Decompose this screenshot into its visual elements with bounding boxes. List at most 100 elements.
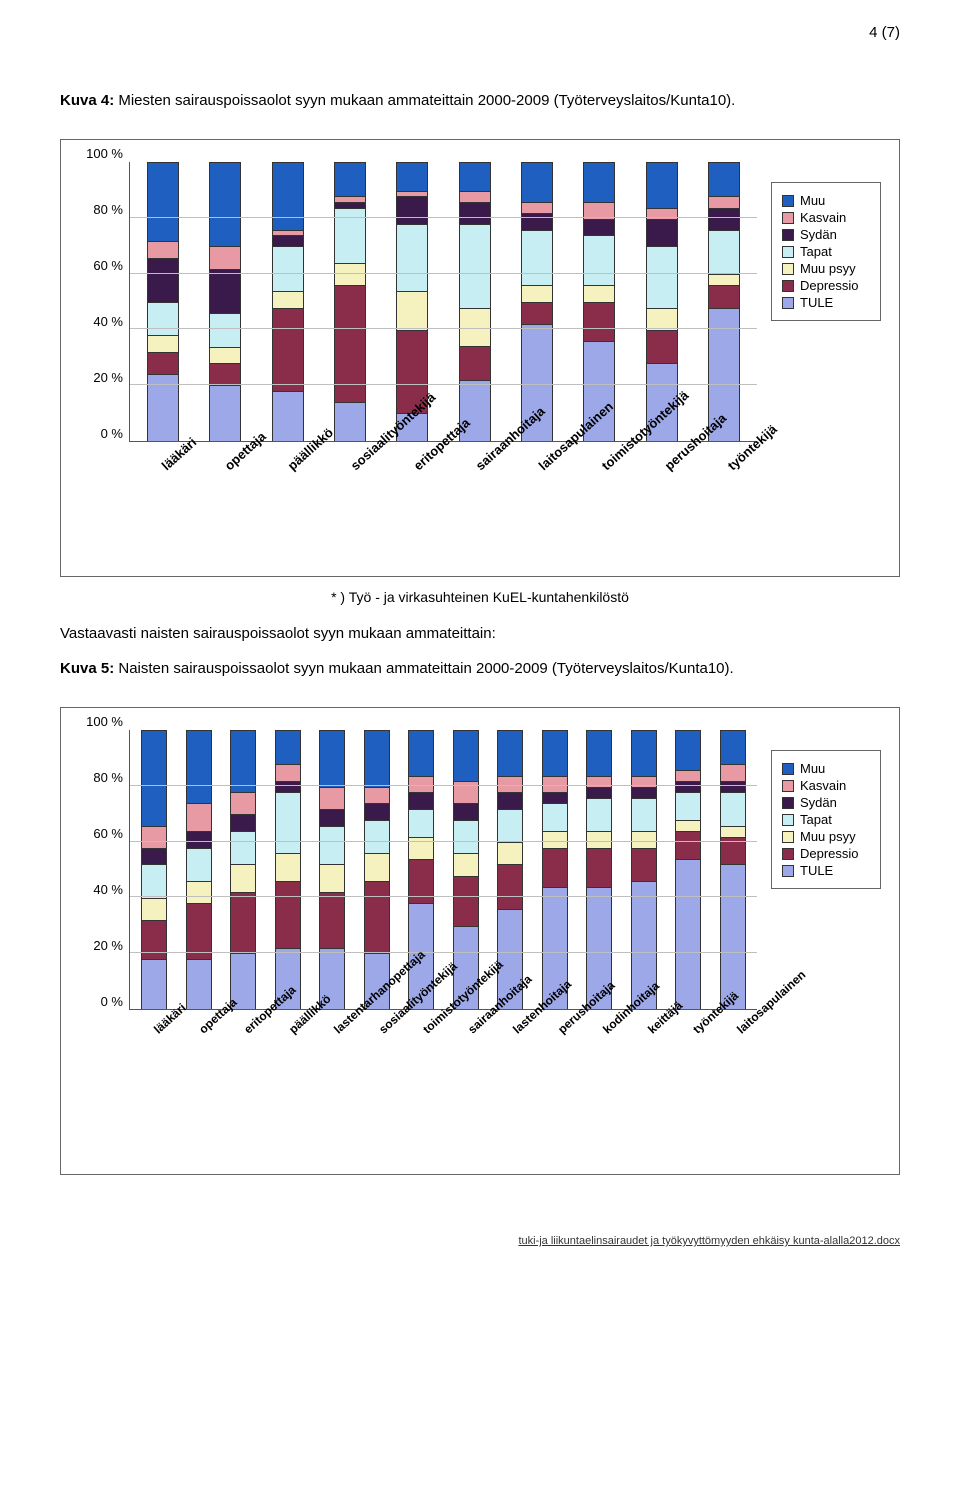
bar: [459, 162, 491, 441]
bar-segment: [676, 859, 700, 1009]
bar-segment: [273, 308, 303, 391]
bar-segment: [647, 219, 677, 247]
chart2-caption: Kuva 5: Naisten sairauspoissaolot syyn m…: [60, 658, 900, 679]
legend-item: Kasvain: [782, 778, 870, 793]
bar-segment: [587, 848, 611, 887]
bar-segment: [409, 731, 433, 775]
legend-swatch: [782, 297, 794, 309]
bar-segment: [276, 764, 300, 781]
legend-label: Tapat: [800, 812, 832, 827]
legend-label: TULE: [800, 863, 833, 878]
chart1-caption-rest: Miesten sairauspoissaolot syyn mukaan am…: [114, 92, 735, 109]
chart2-legend: MuuKasvainSydänTapatMuu psyyDepressioTUL…: [771, 750, 881, 889]
legend-label: Muu psyy: [800, 261, 856, 276]
bar-segment: [543, 848, 567, 887]
bar-segment: [320, 731, 344, 787]
bar-segment: [187, 881, 211, 903]
bar-segment: [584, 219, 614, 236]
bar-segment: [273, 246, 303, 290]
bar-segment: [276, 792, 300, 853]
grid-line: [130, 952, 757, 953]
legend-item: Tapat: [782, 244, 870, 259]
bar-segment: [409, 809, 433, 837]
chart1-caption-bold: Kuva 4:: [60, 92, 114, 109]
bar-segment: [522, 285, 552, 302]
legend-label: Muu psyy: [800, 829, 856, 844]
bar-segment: [632, 831, 656, 848]
bar-segment: [721, 764, 745, 781]
grid-line: [130, 384, 757, 385]
bar-segment: [187, 803, 211, 831]
bar-segment: [142, 959, 166, 1009]
footer-filename: tuki-ja liikuntaelinsairaudet ja työkyvy…: [60, 1235, 900, 1247]
legend-item: Sydän: [782, 227, 870, 242]
bar-segment: [148, 163, 178, 241]
bar-segment: [320, 809, 344, 826]
bar-segment: [587, 787, 611, 798]
bar-segment: [522, 230, 552, 286]
bar: [631, 730, 657, 1009]
bar-segment: [709, 163, 739, 196]
bar-segment: [454, 803, 478, 820]
bar-segment: [231, 814, 255, 831]
legend-swatch: [782, 831, 794, 843]
bar-segment: [647, 330, 677, 363]
legend-swatch: [782, 780, 794, 792]
legend-item: Muu psyy: [782, 829, 870, 844]
bar-segment: [335, 263, 365, 285]
bar-segment: [676, 820, 700, 831]
bar-segment: [522, 202, 552, 213]
bar-segment: [210, 269, 240, 313]
bar-segment: [632, 848, 656, 881]
footnote-text: Työ - ja virkasuhteinen KuEL-kuntahenkil…: [349, 589, 629, 605]
bar-segment: [522, 213, 552, 230]
grid-line: [130, 217, 757, 218]
bar-segment: [460, 224, 490, 307]
bar-segment: [142, 864, 166, 897]
legend-label: Muu: [800, 193, 825, 208]
bar-segment: [676, 831, 700, 859]
bar-segment: [210, 313, 240, 346]
bar-segment: [231, 731, 255, 792]
legend-label: Tapat: [800, 244, 832, 259]
inter-text: Vastaavasti naisten sairauspoissaolot sy…: [60, 623, 900, 644]
bar: [364, 730, 390, 1009]
bar-segment: [647, 246, 677, 307]
bar: [186, 730, 212, 1009]
legend-swatch: [782, 229, 794, 241]
bar: [230, 730, 256, 1009]
bar-segment: [498, 864, 522, 908]
bar-segment: [148, 352, 178, 374]
bar-segment: [632, 731, 656, 775]
bar-segment: [210, 347, 240, 364]
bar-segment: [587, 831, 611, 848]
legend-swatch: [782, 246, 794, 258]
bar-segment: [187, 903, 211, 959]
chart1-x-axis: lääkäriopettajapäällikkösosiaalityönteki…: [129, 442, 757, 458]
legend-swatch: [782, 195, 794, 207]
bar-segment: [543, 792, 567, 803]
bar-segment: [273, 291, 303, 308]
chart2-caption-bold: Kuva 5:: [60, 660, 114, 677]
bar: [319, 730, 345, 1009]
legend-swatch: [782, 797, 794, 809]
legend-item: Muu: [782, 761, 870, 776]
bar-segment: [584, 285, 614, 302]
legend-label: Kasvain: [800, 210, 846, 225]
bar-segment: [365, 803, 389, 820]
bar-segment: [498, 842, 522, 864]
legend-item: Tapat: [782, 812, 870, 827]
bar: [542, 730, 568, 1009]
bar-segment: [721, 792, 745, 825]
chart2-y-axis: 0 %20 %40 %60 %80 %100 %: [79, 730, 129, 1010]
bar-segment: [676, 781, 700, 792]
bar-segment: [584, 302, 614, 341]
legend-swatch: [782, 865, 794, 877]
bar-segment: [587, 798, 611, 831]
bar-segment: [460, 202, 490, 224]
grid-line: [130, 328, 757, 329]
bar-segment: [721, 731, 745, 764]
bar-segment: [142, 731, 166, 826]
chart2-plot: 0 %20 %40 %60 %80 %100 %: [79, 730, 757, 1010]
bar: [586, 730, 612, 1009]
